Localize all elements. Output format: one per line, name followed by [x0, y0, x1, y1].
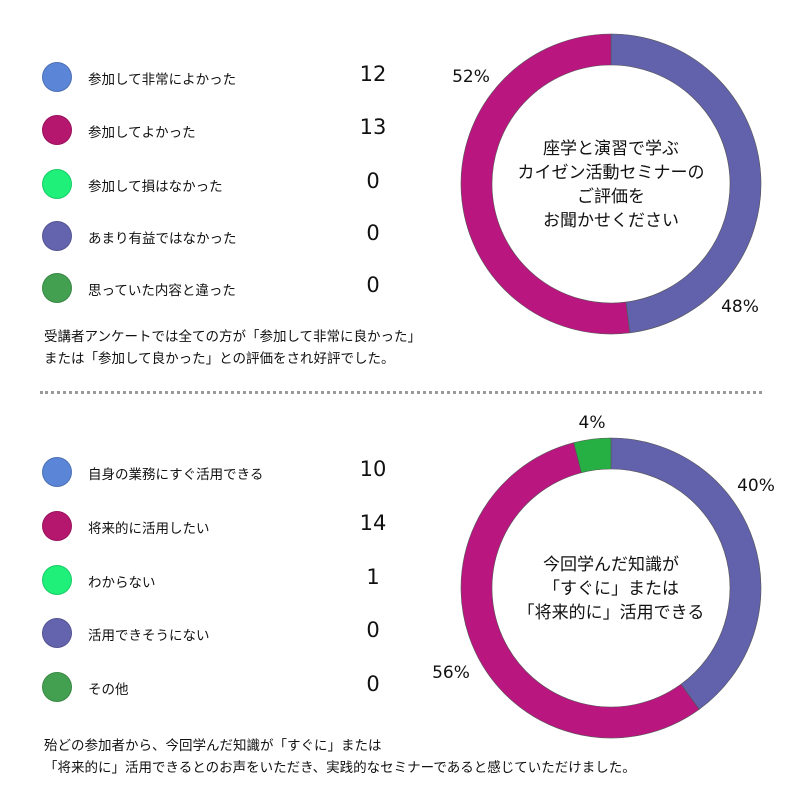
- legend-swatch: [42, 672, 72, 702]
- legend-swatch: [42, 273, 72, 303]
- legend-item: 活用できそうにない 0: [42, 618, 402, 652]
- slice-percent-label: 4%: [579, 413, 606, 433]
- legend-count: 10: [359, 457, 387, 481]
- legend-label: 活用できそうにない: [88, 628, 210, 644]
- legend-item: 自身の業務にすぐ活用できる 10: [42, 457, 402, 491]
- donut-slice: [610, 33, 762, 334]
- donut-center-text: 今回学んだ知識が: [543, 555, 679, 575]
- donut-center-text: お聞かせください: [543, 211, 679, 231]
- legend-count: 12: [359, 62, 387, 86]
- legend-swatch: [42, 169, 72, 199]
- legend-count: 13: [359, 115, 387, 139]
- legend-swatch: [42, 457, 72, 487]
- donut-center-text: ご評価を: [577, 187, 645, 207]
- summary-note-line: 受講者アンケートでは全ての方が「参加して非常に良かった」: [44, 329, 422, 345]
- donut-slice: [460, 442, 700, 739]
- legend-count: 0: [366, 169, 380, 193]
- summary-note: 受講者アンケートでは全ての方が「参加して非常に良かった」 または「参加して良かっ…: [44, 326, 421, 370]
- legend-swatch: [42, 62, 72, 92]
- donut-center-text: 「すぐに」または: [543, 579, 679, 599]
- legend-count: 1: [366, 565, 380, 589]
- legend-label: わからない: [88, 575, 156, 591]
- slice-percent-label: 48%: [721, 297, 759, 317]
- summary-note-line: 殆どの参加者から、今回学んだ知識が「すぐに」または: [44, 738, 382, 754]
- section-knowledge-usage: 自身の業務にすぐ活用できる 10 将来的に活用したい 14 わからない 1 活用…: [0, 395, 800, 800]
- section-seminar-evaluation: 参加して非常によかった 12 参加してよかった 13 参加して損はなかった 0 …: [0, 0, 800, 390]
- section-divider: [40, 391, 762, 394]
- legend-item: 参加してよかった 13: [42, 115, 402, 149]
- legend-item: 思っていた内容と違った 0: [42, 273, 402, 307]
- summary-note: 殆どの参加者から、今回学んだ知識が「すぐに」または 「将来的に」活用できるとのお…: [44, 735, 636, 779]
- donut-chart-knowledge: 40% 56% 4% 今回学んだ知識が「すぐに」または「将来的に」活用できる: [432, 413, 775, 739]
- legend-count: 0: [366, 221, 380, 245]
- donut-slice: [573, 437, 612, 474]
- slice-percent-label: 40%: [737, 476, 775, 496]
- legend-count: 14: [359, 511, 387, 535]
- legend-item: わからない 1: [42, 565, 402, 599]
- donut-slice: [460, 33, 631, 335]
- legend-swatch: [42, 618, 72, 648]
- legend-item: あまり有益ではなかった 0: [42, 221, 402, 255]
- legend-item: 将来的に活用したい 14: [42, 511, 402, 545]
- legend-item: 参加して非常によかった 12: [42, 62, 402, 96]
- summary-note-line: または「参加して良かった」との評価をされ好評でした。: [44, 351, 395, 367]
- legend-label: 自身の業務にすぐ活用できる: [88, 467, 264, 483]
- legend-label: 将来的に活用したい: [88, 521, 210, 537]
- donut-slice: [610, 437, 762, 710]
- legend-count: 0: [366, 273, 380, 297]
- summary-note-line: 「将来的に」活用できるとのお声をいただき、実践的なセミナーであると感じていただけ…: [44, 760, 636, 776]
- legend-count: 0: [366, 618, 380, 642]
- legend-label: あまり有益ではなかった: [88, 231, 237, 247]
- legend-label: 思っていた内容と違った: [88, 283, 236, 299]
- donut-center-text: カイゼン活動セミナーの: [518, 163, 705, 183]
- legend-item: その他 0: [42, 672, 402, 706]
- slice-percent-label: 56%: [432, 663, 470, 683]
- legend-swatch: [42, 565, 72, 595]
- legend-label: 参加してよかった: [88, 125, 196, 141]
- legend-label: その他: [88, 682, 129, 698]
- legend-item: 参加して損はなかった 0: [42, 169, 402, 203]
- donut-center-text: 「将来的に」活用できる: [518, 603, 705, 623]
- slice-percent-label: 52%: [452, 67, 490, 87]
- legend-swatch: [42, 115, 72, 145]
- legend-label: 参加して損はなかった: [88, 179, 223, 195]
- legend-swatch: [42, 221, 72, 251]
- legend-label: 参加して非常によかった: [88, 72, 237, 88]
- donut-center-text: 座学と演習で学ぶ: [543, 139, 679, 159]
- legend-count: 0: [366, 672, 380, 696]
- legend-swatch: [42, 511, 72, 541]
